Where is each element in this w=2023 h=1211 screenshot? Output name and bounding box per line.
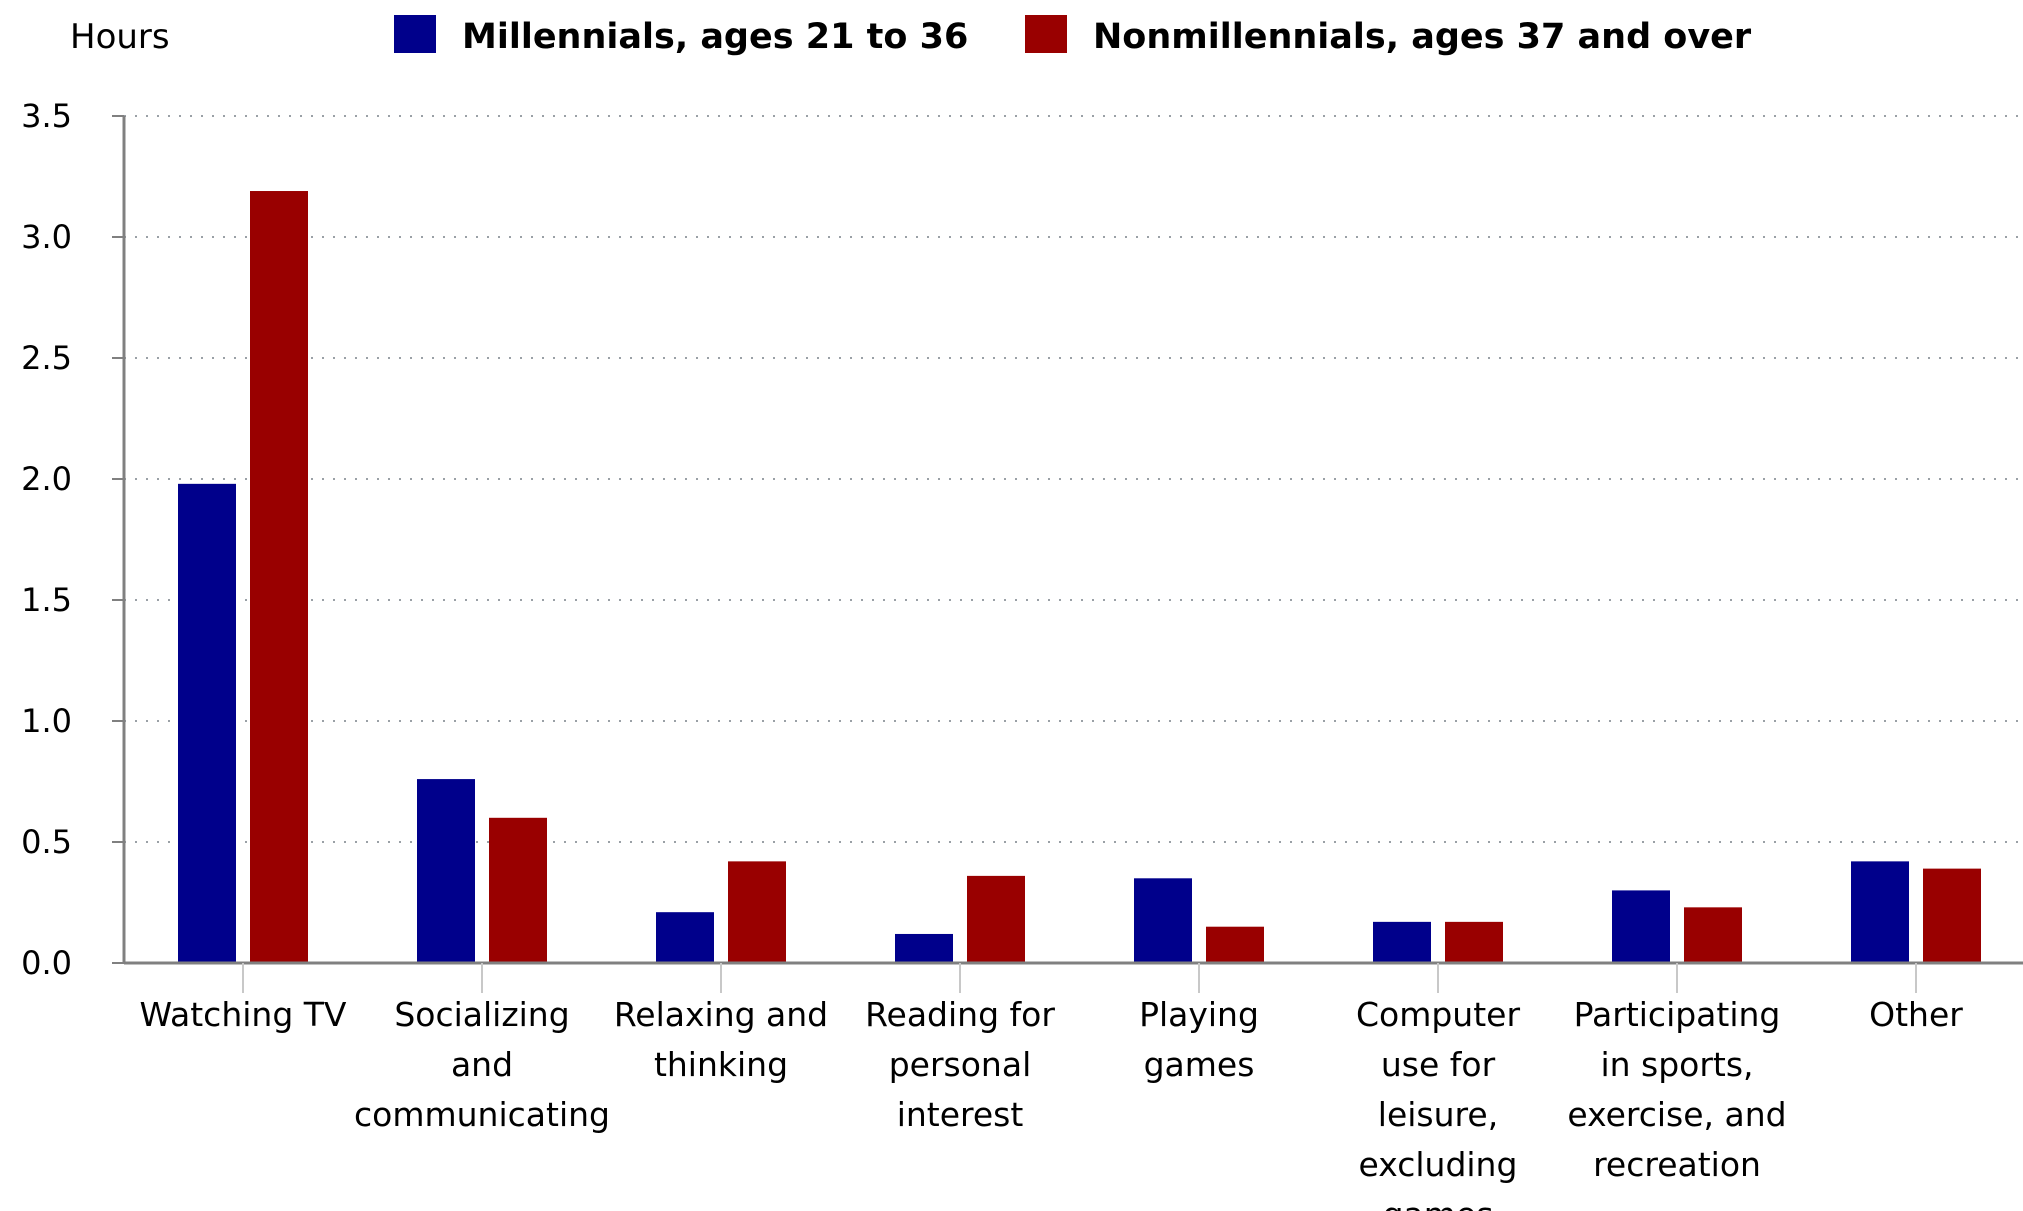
bar-nonmillennials [489, 817, 547, 963]
x-tick-label: Other [1869, 995, 1963, 1034]
bar-millennials [417, 779, 475, 963]
x-tick-label: communicating [354, 1095, 610, 1134]
y-tick-label: 2.5 [21, 339, 72, 377]
bar-nonmillennials [1206, 926, 1264, 963]
x-axis-labels: Watching TV Socializing and communicating Re… [140, 963, 1963, 1211]
bar-nonmillennials [1445, 921, 1503, 963]
bar-nonmillennials [728, 861, 786, 963]
bar-nonmillennials [1923, 868, 1981, 963]
bar-millennials [1612, 890, 1670, 963]
bar-nonmillennials [967, 875, 1025, 963]
x-tick-label: leisure, [1378, 1095, 1498, 1134]
x-tick-label: exercise, and [1567, 1095, 1786, 1134]
x-tick-label: games [1144, 1045, 1255, 1084]
legend-label-nonmillennials: Nonmillennials, ages 37 and over [1093, 17, 1752, 57]
bar-millennials [1134, 878, 1192, 963]
y-tick-label: 3.5 [21, 97, 72, 135]
x-tick-label: in sports, [1600, 1045, 1753, 1084]
x-tick-label: Computer [1356, 995, 1520, 1034]
legend-swatch-millennials [394, 15, 436, 53]
legend-label-millennials: Millennials, ages 21 to 36 [462, 17, 968, 57]
bar-millennials [1851, 861, 1909, 963]
bar-millennials [656, 912, 714, 963]
x-tick-label: Reading for [865, 995, 1055, 1034]
legend: Millennials, ages 21 to 36 Nonmillennial… [394, 15, 1752, 57]
x-tick-label: interest [897, 1095, 1024, 1134]
y-tick-label: 3.0 [21, 218, 72, 256]
bars [178, 191, 1981, 963]
x-tick-label: use for [1381, 1045, 1496, 1084]
axes [122, 116, 2023, 965]
y-tick-label: 0.5 [21, 823, 72, 861]
x-tick-label: Socializing [394, 995, 569, 1034]
x-tick-label: Relaxing and [614, 995, 828, 1034]
x-tick-label: Participating [1574, 995, 1781, 1034]
y-tick-label: 2.0 [21, 460, 72, 498]
x-tick-label: and [451, 1045, 513, 1084]
bar-millennials [1373, 921, 1431, 963]
bar-millennials [895, 933, 953, 963]
x-tick-label: Playing [1139, 995, 1259, 1034]
x-tick-label: Watching TV [140, 995, 347, 1034]
x-tick-label: personal [889, 1045, 1032, 1084]
bar-nonmillennials [250, 191, 308, 963]
y-tick-label: 1.0 [21, 702, 72, 740]
x-tick-label: recreation [1593, 1145, 1761, 1184]
bar-nonmillennials [1684, 907, 1742, 963]
x-tick-label: games [1383, 1195, 1494, 1211]
y-tick-label: 1.5 [21, 581, 72, 619]
bar-millennials [178, 483, 236, 963]
legend-swatch-nonmillennials [1025, 15, 1067, 53]
y-axis-label: Hours [70, 17, 170, 57]
y-tick-label: 0.0 [21, 944, 72, 982]
x-tick-label: excluding [1359, 1145, 1518, 1184]
gridlines [124, 115, 2023, 843]
y-axis-ticks: 0.0 0.5 1.0 1.5 2.0 2.5 3.0 3.5 [21, 97, 124, 982]
x-tick-label: thinking [654, 1045, 788, 1084]
